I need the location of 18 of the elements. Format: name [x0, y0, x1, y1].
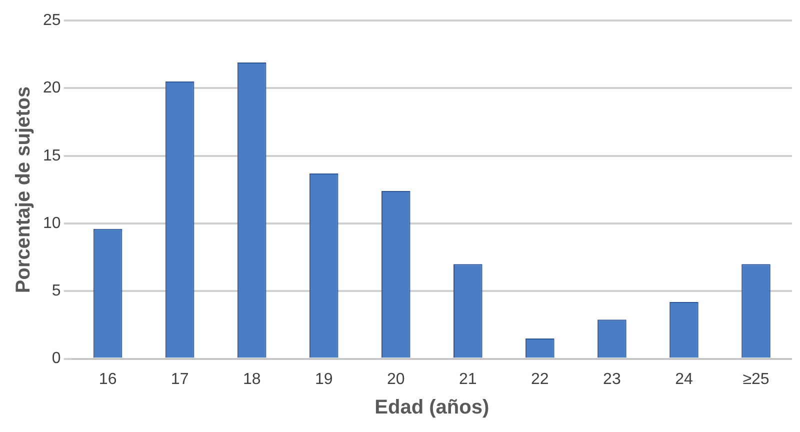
y-tick-label: 5	[52, 282, 61, 300]
x-tick-label: 24	[675, 370, 693, 388]
x-tick-label: 21	[459, 370, 477, 388]
x-tick-label: 19	[314, 370, 333, 388]
x-axis-title: Edad (años)	[374, 396, 490, 419]
y-axis-title: Porcentaje de sujetos	[12, 86, 35, 294]
x-tick-label: 22	[531, 370, 549, 388]
x-tick-label: 18	[242, 370, 261, 388]
x-tick-label: ≥25	[742, 370, 770, 388]
y-tick-label: 15	[43, 147, 61, 164]
x-tick-label: 23	[603, 370, 621, 388]
y-tick-label: 10	[43, 214, 61, 232]
y-tick-label: 25	[43, 12, 61, 30]
x-tick-label: 20	[386, 370, 405, 388]
x-tick-label: 16	[98, 370, 117, 388]
y-tick-label: 0	[52, 350, 61, 368]
y-tick-label: 20	[43, 80, 61, 97]
x-tick-label: 17	[170, 370, 189, 388]
